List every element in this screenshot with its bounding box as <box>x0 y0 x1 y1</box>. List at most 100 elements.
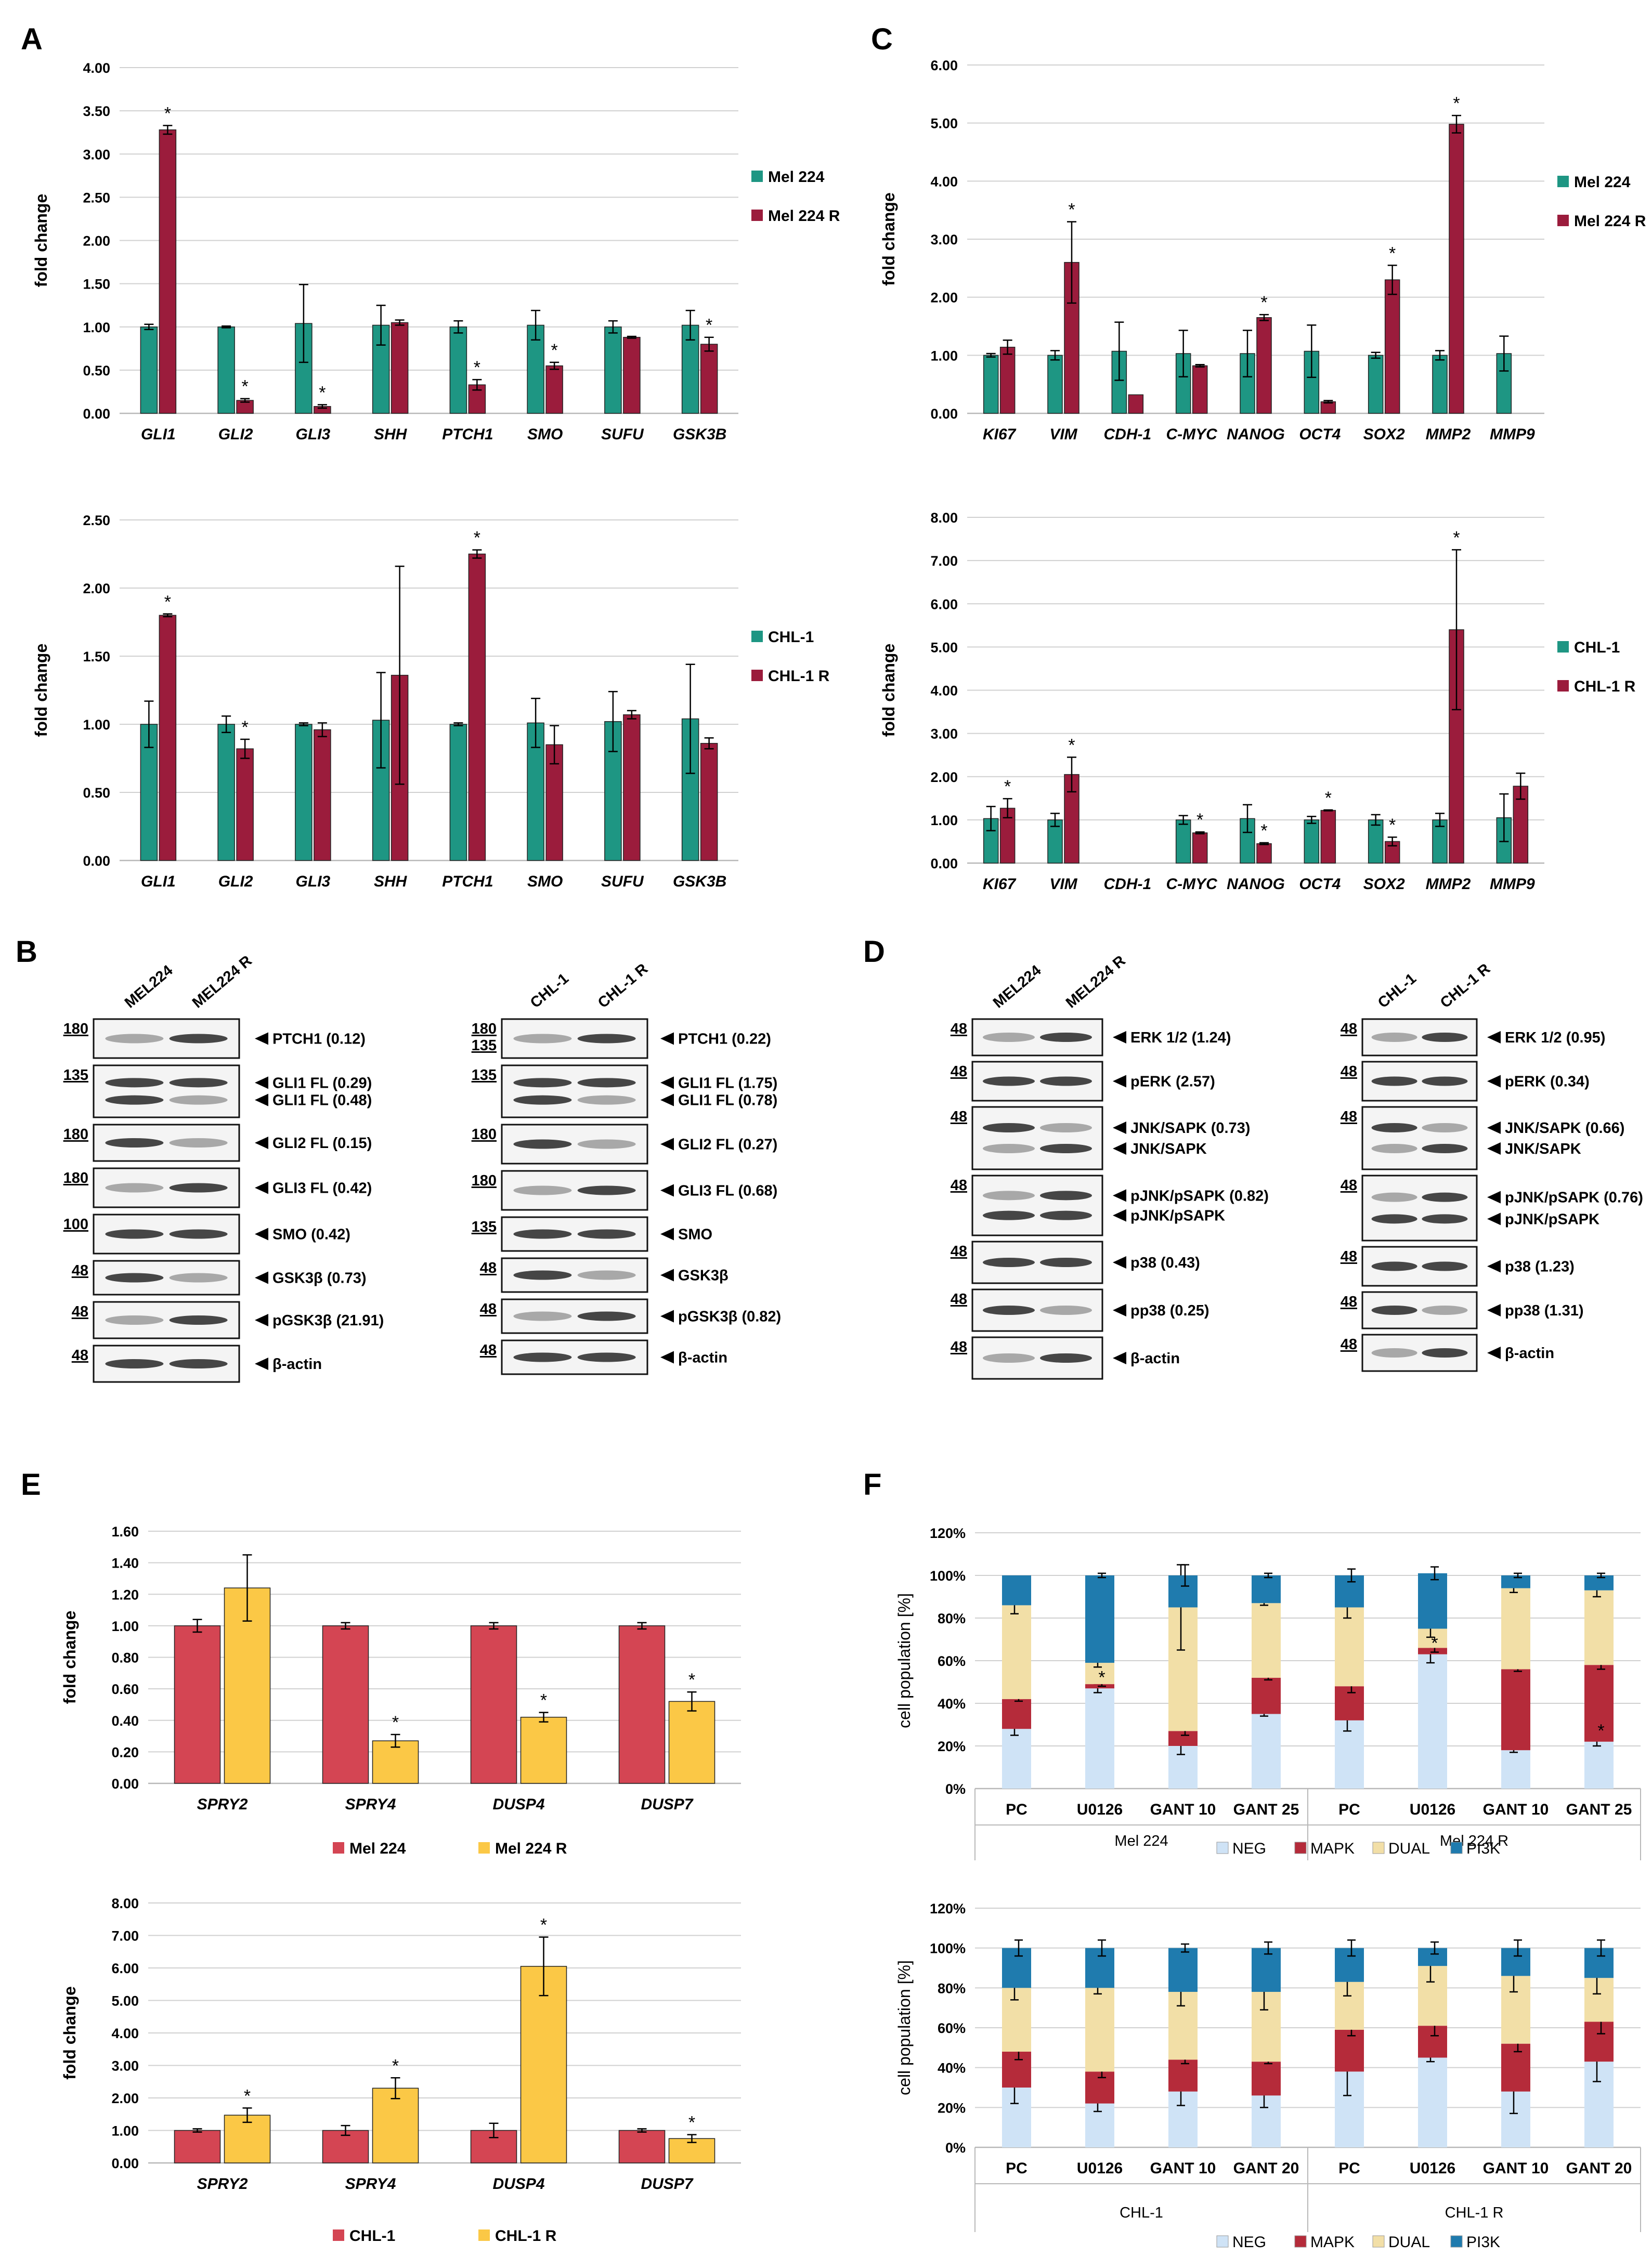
arrow-icon <box>1487 1031 1501 1044</box>
category-label: GANT 10 <box>1150 1801 1216 1818</box>
protein-band <box>983 1033 1035 1042</box>
band-label: GLI3 FL (0.68) <box>678 1183 777 1199</box>
segment-neg <box>1168 2091 1198 2147</box>
molecular-weight-marker: 48 <box>951 1109 967 1125</box>
category-label: MMP2 <box>1426 876 1471 893</box>
segment-dual <box>1584 1590 1614 1665</box>
y-axis-label: fold change <box>879 192 898 286</box>
category-label: SPRY2 <box>197 2175 248 2193</box>
legend-label: NEG <box>1232 2234 1266 2251</box>
bar-mel-224-r <box>391 322 409 414</box>
legend-swatch <box>1294 2235 1307 2248</box>
category-label: SUFU <box>601 873 644 890</box>
molecular-weight-marker: 48 <box>480 1301 497 1318</box>
y-tick-label: 3.50 <box>83 103 110 119</box>
molecular-weight-marker: 180 <box>472 1021 497 1037</box>
y-tick-label: 0.50 <box>83 363 110 379</box>
protein-band <box>1422 1306 1468 1315</box>
molecular-weight-marker: 48 <box>480 1342 497 1359</box>
category-label: GLI2 <box>218 426 253 443</box>
band-label: pp38 (1.31) <box>1505 1302 1584 1319</box>
y-tick-label: 100% <box>930 1941 966 1957</box>
protein-band <box>1422 1076 1468 1086</box>
protein-band <box>983 1144 1035 1153</box>
segment-dual <box>1002 1605 1031 1699</box>
protein-band <box>577 1270 636 1280</box>
protein-band <box>105 1138 164 1147</box>
segment-pi3k <box>1501 1948 1530 1976</box>
significance-star: * <box>1389 243 1396 263</box>
legend-swatch <box>1216 2235 1229 2248</box>
y-tick-label: 0.60 <box>111 1681 139 1697</box>
segment-mapk <box>1501 2043 1530 2092</box>
protein-band <box>577 1078 636 1088</box>
y-tick-label: 3.00 <box>930 232 958 247</box>
y-tick-label: 0.00 <box>930 406 958 422</box>
protein-band <box>577 1095 636 1105</box>
segment-neg <box>1085 1688 1114 1789</box>
legend-label: CHL-1 <box>349 2227 395 2245</box>
significance-star: * <box>688 2113 695 2133</box>
y-tick-label: 1.00 <box>83 717 110 733</box>
category-label: GLI1 <box>141 426 176 443</box>
y-tick-label: 80% <box>938 1980 966 1996</box>
segment-mapk <box>1252 1677 1281 1714</box>
category-label: DUSP4 <box>492 2175 544 2193</box>
bar-mel-224-r <box>1192 365 1208 414</box>
category-label: C-MYC <box>1166 876 1218 893</box>
segment-dual <box>1252 1603 1281 1678</box>
protein-band <box>577 1185 636 1195</box>
protein-band <box>105 1034 164 1044</box>
significance-star: * <box>392 1713 399 1732</box>
legend-label: MAPK <box>1310 2234 1355 2251</box>
y-tick-label: 1.40 <box>111 1556 139 1571</box>
arrow-icon <box>660 1184 674 1197</box>
band-label: β-actin <box>678 1350 727 1366</box>
bar-chl-1-r <box>1256 843 1272 864</box>
legend-swatch <box>1216 1842 1229 1854</box>
legend-label: PI3K <box>1466 1840 1500 1857</box>
band-label: PTCH1 (0.22) <box>678 1031 771 1048</box>
molecular-weight-marker: 48 <box>951 1021 967 1037</box>
segment-pi3k <box>1418 1573 1447 1629</box>
bar-chl-1 <box>1047 819 1063 864</box>
y-tick-label: 0.00 <box>83 853 110 869</box>
legend-label: Mel 224 R <box>1574 213 1646 230</box>
legend-label: NEG <box>1232 1840 1266 1857</box>
band-label: β-actin <box>272 1356 322 1373</box>
band-label: β-actin <box>1505 1345 1554 1362</box>
band-label: JNK/SAPK <box>1130 1141 1207 1157</box>
molecular-weight-marker: 135 <box>472 1067 497 1084</box>
bar-mel-224 <box>1047 355 1063 414</box>
protein-band <box>169 1359 228 1368</box>
protein-band <box>169 1229 228 1239</box>
category-label: NANOG <box>1227 876 1285 893</box>
arrow-icon <box>255 1271 268 1284</box>
y-tick-label: 1.60 <box>111 1524 139 1540</box>
legend-swatch <box>1294 1842 1307 1854</box>
significance-star: * <box>242 718 249 737</box>
molecular-weight-marker: 180 <box>63 1170 88 1186</box>
y-tick-label: 8.00 <box>930 510 958 526</box>
segment-neg <box>1418 1654 1447 1789</box>
protein-band <box>105 1095 164 1105</box>
segment-neg <box>1335 2071 1364 2147</box>
bar-mel-224-r <box>372 1740 419 1784</box>
legend-label: Mel 224 <box>768 168 825 186</box>
category-label: U0126 <box>1410 2160 1455 2177</box>
segment-neg <box>1002 2088 1031 2147</box>
band-label: JNK/SAPK (0.66) <box>1505 1120 1624 1137</box>
category-label: SPRY4 <box>345 2175 396 2193</box>
significance-star: * <box>706 316 712 335</box>
arrow-icon <box>255 1181 268 1194</box>
y-tick-label: 0.00 <box>83 406 110 422</box>
protein-band <box>105 1359 164 1368</box>
band-label: pERK (0.34) <box>1505 1074 1590 1090</box>
segment-mapk <box>1002 2052 1031 2088</box>
category-label: GANT 10 <box>1483 1801 1549 1818</box>
protein-band <box>1422 1123 1468 1132</box>
legend-label: Mel 224 R <box>768 207 840 225</box>
bar-mel-224 <box>174 1625 221 1784</box>
